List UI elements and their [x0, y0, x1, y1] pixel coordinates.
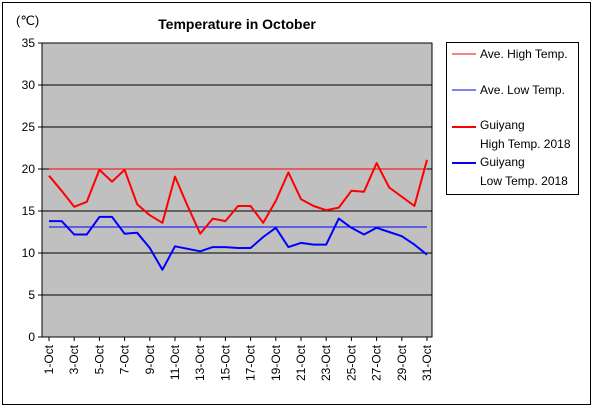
legend-label-4: Low Temp. 2018	[480, 174, 568, 188]
y-tick-label: 20	[22, 162, 36, 176]
legend-label-2: Ave. Low Temp.	[480, 83, 565, 97]
x-tick-label: 19-Oct	[269, 344, 283, 381]
unit-label: (℃)	[16, 13, 39, 28]
x-axis-ticks: 1-Oct 3-Oct 5-Oct 7-Oct 9-Oct 11-Oct 13-Oct 15-…	[42, 337, 434, 381]
x-tick-label: 15-Oct	[218, 344, 232, 381]
series-line-4	[49, 215, 428, 271]
series-line-3	[48, 159, 428, 235]
y-tick-label: 30	[22, 78, 36, 92]
x-tick-label: 13-Oct	[193, 344, 207, 381]
x-tick-label: 23-Oct	[319, 344, 333, 381]
legend-label-3: High Temp. 2018	[480, 137, 571, 151]
x-tick-label: 11-Oct	[168, 344, 182, 380]
y-tick-label: 15	[22, 204, 36, 218]
chart-title: Temperature in October	[158, 16, 316, 32]
y-tick-label: 35	[22, 36, 36, 50]
legend-label-4: Guiyang	[480, 155, 525, 169]
y-tick-label: 0	[28, 330, 35, 344]
x-tick-label: 21-Oct	[294, 344, 308, 381]
legend-label-1: Ave. High Temp.	[480, 47, 568, 61]
y-tick-label: 5	[28, 288, 35, 302]
x-tick-label: 31-Oct	[420, 344, 434, 381]
legend: Ave. High Temp. Ave. Low Temp. Guiyang High…	[452, 47, 571, 188]
legend-label-3: Guiyang	[480, 118, 525, 132]
data-series	[48, 159, 428, 271]
legend-box	[446, 42, 579, 195]
x-tick-label: 5-Oct	[92, 344, 106, 374]
y-axis-ticks: 0 5 10 15 20 25 30 35	[22, 36, 42, 344]
gridlines	[42, 84, 432, 296]
y-tick-label: 25	[22, 120, 36, 134]
x-tick-label: 3-Oct	[67, 344, 81, 374]
x-tick-label: 7-Oct	[118, 344, 132, 374]
x-tick-label: 17-Oct	[244, 344, 258, 381]
x-tick-label: 29-Oct	[395, 344, 409, 381]
x-tick-label: 1-Oct	[42, 344, 56, 374]
plot-area	[41, 42, 433, 338]
x-tick-label: 27-Oct	[370, 344, 384, 381]
x-tick-label: 25-Oct	[344, 344, 358, 381]
x-tick-label: 9-Oct	[143, 344, 157, 374]
y-tick-label: 10	[22, 246, 36, 260]
